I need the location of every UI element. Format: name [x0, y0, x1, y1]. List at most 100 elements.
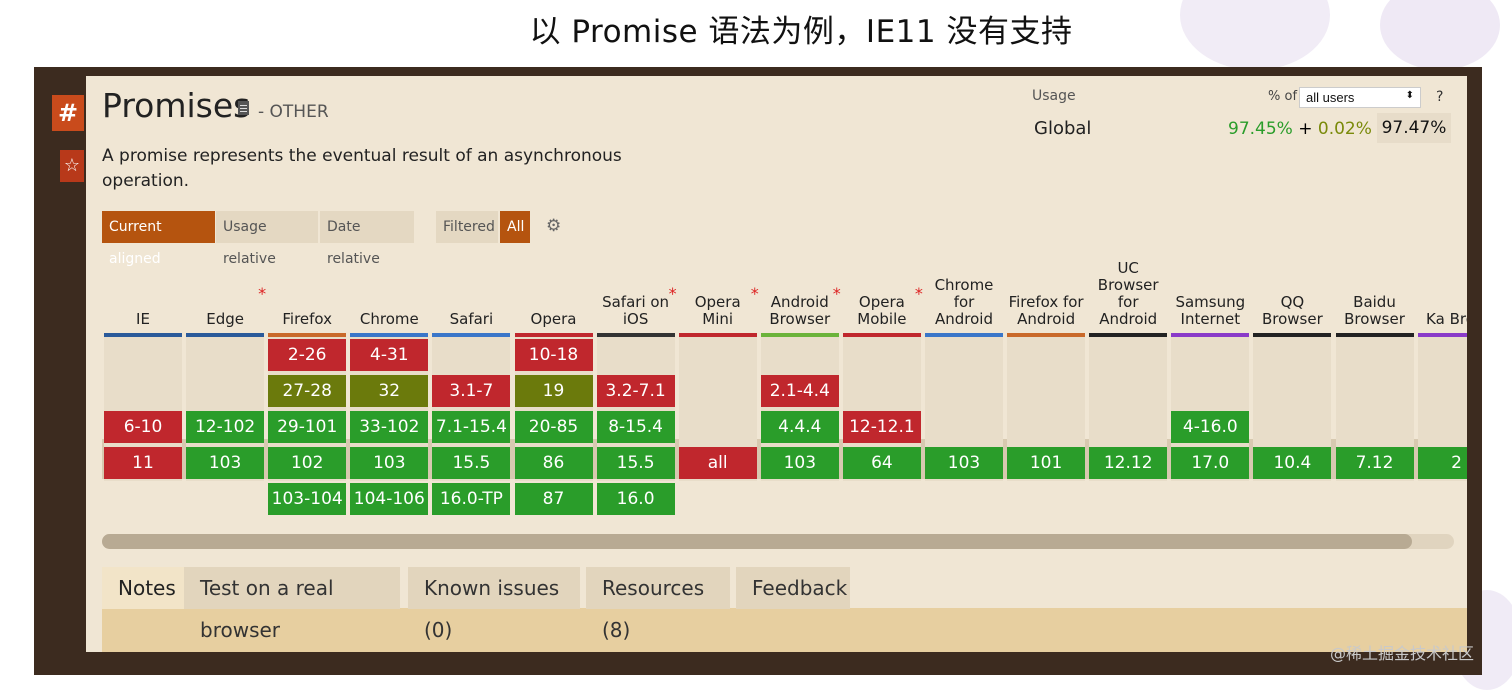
tab-content-area [102, 608, 1467, 652]
version-cell[interactable]: 3.1-7 [432, 375, 511, 407]
browser-name: Opera Mobile [857, 293, 907, 328]
version-cell[interactable]: 7.1-15.4 [432, 411, 511, 443]
version-cell[interactable]: 16.0 [596, 483, 675, 515]
version-cell[interactable]: 32 [350, 375, 429, 407]
version-cell[interactable]: 4.4.4 [760, 411, 839, 443]
version-cell[interactable]: 8-15.4 [596, 411, 675, 443]
version-cell[interactable]: 101 [1007, 447, 1086, 479]
browser-color-bar [1007, 333, 1086, 337]
browser-name: Opera [530, 310, 577, 328]
browser-color-bar [760, 333, 839, 337]
version-cell[interactable]: 12-102 [186, 411, 265, 443]
version-cell[interactable]: 12-12.1 [842, 411, 921, 443]
version-cell[interactable]: 2.1-4.4 [760, 375, 839, 407]
browser-color-bar [350, 333, 429, 337]
version-cell[interactable]: 103 [925, 447, 1003, 479]
feature-title: Promises [102, 86, 251, 125]
browser-color-bar [925, 333, 1003, 337]
version-cell[interactable]: 104-106 [350, 483, 429, 515]
version-cell[interactable]: 11 [104, 447, 182, 479]
help-link[interactable]: ? [1436, 89, 1444, 105]
document-icon[interactable] [238, 101, 249, 115]
browser-name: Safari [449, 310, 494, 328]
gear-icon[interactable]: ⚙ [546, 216, 562, 236]
feature-description: A promise represents the eventual result… [102, 146, 622, 191]
version-cell[interactable]: 27-28 [268, 375, 347, 407]
version-cell[interactable]: 103 [350, 447, 429, 479]
version-cell[interactable]: 2 [1417, 447, 1467, 479]
usage-relative-button[interactable]: Usage relative [216, 211, 318, 267]
version-cell[interactable]: 4-31 [350, 339, 429, 371]
star-icon[interactable]: ☆ [60, 150, 84, 182]
browser-name: Samsung Internet [1175, 293, 1246, 328]
version-cell[interactable]: 16.0-TP [432, 483, 511, 515]
users-select[interactable]: all users ⬍ [1299, 87, 1421, 108]
version-cell[interactable]: 12.12 [1089, 447, 1168, 479]
version-cell[interactable]: 19 [514, 375, 593, 407]
version-cell[interactable]: 29-101 [268, 411, 347, 443]
version-cell[interactable]: 15.5 [596, 447, 675, 479]
users-select-value: all users [1306, 90, 1355, 105]
tab-test-on-real-browser[interactable]: Test on a real browser [184, 567, 400, 642]
usage-label: Usage [1032, 88, 1076, 104]
usage-region: Global [1034, 118, 1092, 139]
slide-title: 以 Promise 语法为例，IE11 没有支持 [529, 14, 1073, 50]
browser-name: Chrome [359, 310, 419, 328]
tab-resources[interactable]: Resources (8) [586, 567, 730, 642]
current-aligned-button[interactable]: Current aligned [102, 211, 215, 267]
browser-color-bar [842, 333, 921, 337]
anchor-hash-button[interactable]: # [52, 95, 84, 131]
tab-known-issues[interactable]: Known issues (0) [408, 567, 580, 642]
filtered-button[interactable]: Filtered [436, 211, 498, 243]
version-cell[interactable]: 86 [514, 447, 593, 479]
browser-color-bar [1171, 333, 1250, 337]
browser-name: Firefox for Android [1008, 293, 1084, 328]
asterisk-note-icon: * [914, 284, 923, 303]
version-cell[interactable]: 102 [268, 447, 347, 479]
version-cell[interactable]: 103 [186, 447, 265, 479]
browser-name: QQ Browser [1261, 293, 1323, 328]
browser-name: Safari on iOS [602, 293, 670, 328]
browser-color-bar [596, 333, 675, 337]
tab-notes[interactable]: Notes [102, 567, 184, 609]
browser-name: UC Browser for Android [1097, 259, 1159, 328]
version-cell[interactable]: 103-104 [268, 483, 347, 515]
browser-color-bar [1335, 333, 1414, 337]
usage-supported: 97.45% [1228, 119, 1293, 139]
version-cell[interactable]: 87 [514, 483, 593, 515]
version-cell[interactable]: all [678, 447, 757, 479]
usage-breakdown: 97.45% + 0.02% = [1228, 119, 1392, 139]
version-cell[interactable]: 4-16.0 [1171, 411, 1250, 443]
decoration-circle [1380, 0, 1500, 70]
browser-color-bar [1417, 333, 1467, 337]
browser-color-bar [514, 333, 593, 337]
version-cell[interactable]: 17.0 [1171, 447, 1250, 479]
version-cell[interactable]: 64 [842, 447, 921, 479]
asterisk-note-icon: * [832, 284, 841, 303]
asterisk-note-icon: * [750, 284, 759, 303]
version-cell[interactable]: 103 [760, 447, 839, 479]
version-cell[interactable]: 2-26 [268, 339, 347, 371]
version-cell[interactable]: 33-102 [350, 411, 429, 443]
select-arrows-icon: ⬍ [1405, 90, 1414, 101]
version-cell[interactable]: 10-18 [514, 339, 593, 371]
version-cell[interactable]: 10.4 [1253, 447, 1332, 479]
browser-name: Android Browser [769, 293, 831, 328]
date-relative-button[interactable]: Date relative [320, 211, 414, 267]
browser-color-bar [1089, 333, 1168, 337]
browser-name: Opera Mini [694, 293, 741, 328]
version-cell[interactable]: 7.12 [1335, 447, 1414, 479]
tab-feedback[interactable]: Feedback [736, 567, 850, 609]
all-button[interactable]: All [500, 211, 530, 243]
version-cell[interactable]: 3.2-7.1 [596, 375, 675, 407]
version-cell[interactable]: 20-85 [514, 411, 593, 443]
usage-partial: 0.02% [1317, 119, 1372, 139]
browser-color-bar [678, 333, 757, 337]
horizontal-scrollbar-thumb[interactable] [102, 534, 1412, 549]
browser-name: Chrome for Android [934, 276, 994, 328]
browser-color-bar [1253, 333, 1332, 337]
version-cell[interactable]: 6-10 [104, 411, 182, 443]
version-cell[interactable]: 15.5 [432, 447, 511, 479]
browser-name: Ka Brow [1426, 310, 1467, 328]
asterisk-note-icon: * [668, 284, 677, 303]
